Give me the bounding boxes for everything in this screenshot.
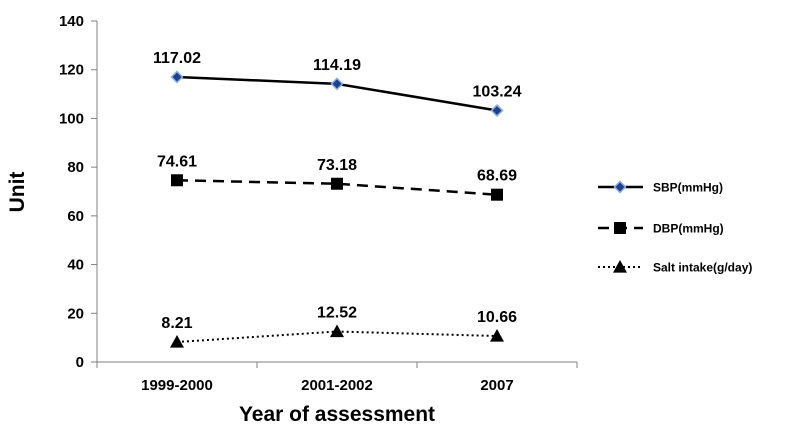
series-layer [170, 70, 504, 348]
series-3-marker [490, 329, 504, 342]
legend-marker-2 [614, 222, 626, 234]
x-axis-title: Year of assessment [239, 403, 435, 426]
data-label: 103.24 [473, 84, 522, 101]
data-labels: 117.02 114.19 103.24 74.61 73.18 68.69 8.21 12.… [153, 50, 522, 332]
series-1-marker [490, 103, 504, 118]
y-tick-label: 100 [59, 110, 84, 127]
legend-label: DBP(mmHg) [653, 222, 724, 236]
series-2-marker [331, 177, 343, 190]
y-tick-label: 120 [59, 62, 84, 79]
data-label: 8.21 [161, 315, 192, 332]
data-label: 117.02 [153, 50, 201, 67]
legend-label: Salt intake(g/day) [653, 261, 752, 275]
y-tick-label: 60 [67, 208, 84, 225]
x-tick-label: 1999-2000 [141, 377, 213, 394]
legend-marker-1 [613, 180, 627, 194]
data-label: 68.69 [477, 168, 517, 185]
series-3-marker [170, 335, 184, 348]
y-tick-label: 0 [76, 354, 84, 371]
y-tick-label: 140 [59, 13, 84, 30]
series-3-marker [330, 324, 344, 338]
y-tick-label: 80 [67, 159, 84, 176]
series-1-marker [170, 70, 184, 84]
data-label: 10.66 [477, 309, 517, 326]
data-label: 12.52 [317, 305, 357, 322]
data-label: 114.19 [313, 57, 361, 74]
data-label: 73.18 [317, 157, 357, 174]
y-axis-title: Unit [6, 172, 29, 213]
axes: 0 20 40 60 80 100 120 140 1999-2000 2001-2002 2007 [59, 13, 578, 394]
x-tick-label: 2001-2002 [301, 377, 373, 394]
series-1-marker [330, 77, 344, 91]
data-label: 74.61 [157, 153, 197, 170]
legend-marker-3 [613, 260, 627, 273]
legend-label: SBP(mmHg) [653, 181, 723, 195]
series-2-marker [491, 188, 503, 201]
y-tick-label: 20 [67, 305, 84, 322]
series-2-marker [171, 174, 183, 187]
x-tick-label: 2007 [480, 377, 513, 394]
legend: SBP(mmHg) DBP(mmHg) Salt intake(g/day) [598, 180, 752, 275]
y-tick-label: 40 [67, 257, 84, 274]
